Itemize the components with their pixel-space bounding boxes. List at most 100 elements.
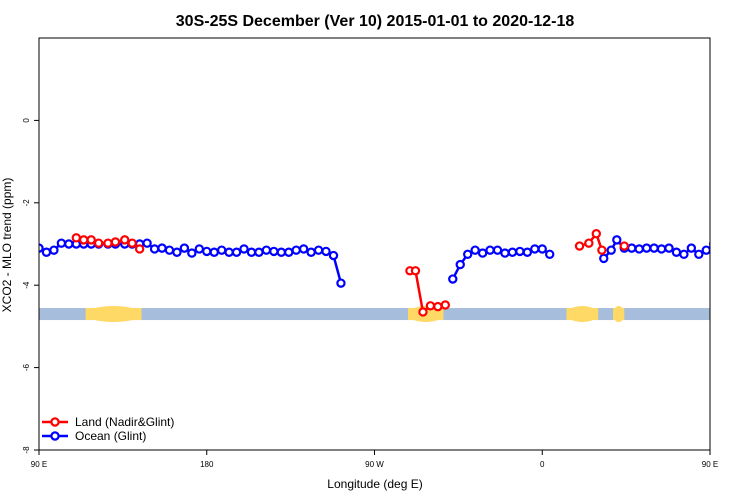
data-series <box>39 228 725 317</box>
data-point <box>679 249 689 259</box>
data-point <box>597 245 607 255</box>
series-ocean <box>39 235 725 288</box>
data-point <box>485 245 495 255</box>
data-point <box>239 244 249 254</box>
data-point <box>202 246 212 257</box>
data-point <box>103 238 113 248</box>
data-point <box>224 247 234 257</box>
data-point <box>718 240 725 247</box>
data-point <box>664 243 674 253</box>
data-point <box>619 241 629 251</box>
y-tick-label: -6 <box>22 363 31 371</box>
data-point <box>515 246 525 257</box>
y-tick-label: -2 <box>22 199 31 207</box>
y-tick-label: 0 <box>22 118 31 123</box>
data-point <box>110 237 121 247</box>
chart-title: 30S-25S December (Ver 10) 2015-01-01 to … <box>176 13 575 30</box>
data-point <box>425 301 436 311</box>
data-point <box>599 253 609 264</box>
data-point <box>157 243 167 253</box>
x-tick-label: 90 E <box>702 460 718 469</box>
data-point <box>612 235 622 245</box>
data-point <box>134 244 145 254</box>
data-point <box>537 244 547 254</box>
data-point <box>231 247 242 257</box>
data-point <box>634 244 644 254</box>
x-tick-label: 90 E <box>31 460 47 469</box>
data-point <box>448 274 458 284</box>
data-point <box>627 243 637 253</box>
legend-item: Ocean (Glint) <box>42 429 146 443</box>
data-point <box>709 241 710 247</box>
data-point <box>71 233 81 243</box>
data-point <box>254 247 264 257</box>
data-point <box>194 244 204 254</box>
data-point <box>649 243 659 253</box>
data-point <box>49 245 59 255</box>
data-point <box>306 247 316 257</box>
land-segment <box>613 308 625 321</box>
data-point <box>313 245 324 255</box>
ocean-band <box>39 308 710 321</box>
data-point <box>127 238 137 248</box>
land-segment <box>85 308 142 321</box>
data-point <box>462 249 473 259</box>
legend-item: Land (Nadir&Glint) <box>42 415 174 429</box>
data-point <box>574 241 585 251</box>
series-line <box>579 231 604 251</box>
x-tick-label: 90 W <box>365 460 384 469</box>
y-axis: 0 -2 -4 -6 -8 <box>22 118 39 454</box>
data-point <box>492 245 503 255</box>
y-tick-label: -4 <box>22 281 31 289</box>
data-point <box>530 244 540 254</box>
data-point <box>641 243 652 253</box>
data-point <box>41 247 52 257</box>
data-point <box>584 238 594 248</box>
data-point <box>172 247 182 257</box>
data-point <box>440 300 451 310</box>
legend: Land (Nadir&Glint)Ocean (Glint) <box>42 415 174 443</box>
data-point <box>455 259 465 270</box>
x-tick-label: 180 <box>200 460 214 469</box>
data-point <box>507 247 518 257</box>
data-point <box>149 244 160 254</box>
legend-marker <box>50 431 60 441</box>
data-point <box>269 246 279 257</box>
legend-label: Ocean (Glint) <box>75 429 146 443</box>
data-point <box>500 248 510 258</box>
data-point <box>276 247 287 257</box>
data-point <box>686 243 697 253</box>
data-point <box>671 247 682 257</box>
x-axis-label: Longitude (deg E) <box>327 477 422 491</box>
data-point <box>410 266 421 276</box>
data-point <box>79 235 89 245</box>
data-point <box>56 238 67 248</box>
data-point <box>470 245 480 255</box>
data-point <box>86 235 96 245</box>
x-axis: 90 E 180 90 W 0 90 E <box>31 450 718 469</box>
data-point <box>336 278 346 288</box>
data-point <box>246 247 257 257</box>
data-point <box>545 249 555 259</box>
data-point <box>120 235 130 245</box>
data-point <box>164 245 175 255</box>
data-point <box>694 249 704 259</box>
x-tick-label: 0 <box>540 460 545 469</box>
data-point <box>418 307 428 317</box>
data-point <box>591 228 602 239</box>
data-point <box>291 245 301 255</box>
legend-label: Land (Nadir&Glint) <box>75 415 174 429</box>
y-tick-label: -8 <box>22 446 31 454</box>
data-point <box>261 245 272 255</box>
data-point <box>298 244 309 254</box>
data-point <box>522 247 533 257</box>
series-land <box>71 228 629 317</box>
data-point <box>179 243 190 253</box>
data-point <box>701 245 710 255</box>
data-point <box>64 239 74 249</box>
data-point <box>209 247 219 257</box>
land-ocean-band <box>39 306 710 323</box>
data-point <box>328 250 339 261</box>
data-point <box>321 246 331 257</box>
